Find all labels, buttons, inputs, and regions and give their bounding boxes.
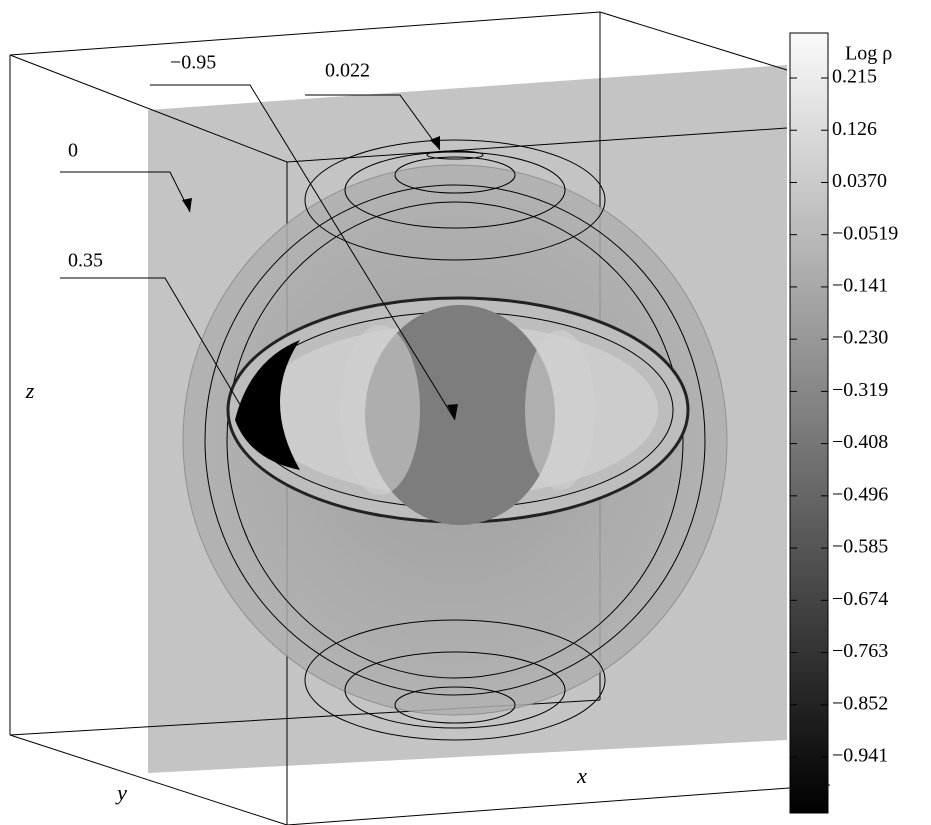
axis-label: z <box>25 378 35 403</box>
colorbar-label: −0.763 <box>832 640 888 662</box>
colorbar <box>790 33 828 813</box>
colorbar-label: 0.0370 <box>832 170 887 192</box>
colorbar-label: −0.852 <box>832 692 888 714</box>
figure: −0.95 0.022 0 0.35 z y x Log ρ 0.215 0.12… <box>0 0 931 825</box>
colorbar-label: −0.941 <box>832 745 888 767</box>
colorbar-label: −0.674 <box>832 588 888 610</box>
colorbar-label: −0.408 <box>832 431 888 453</box>
colorbar-label: 0.215 <box>832 66 877 88</box>
colorbar-label: −0.141 <box>832 275 888 297</box>
annotation: 0 <box>68 140 78 162</box>
colorbar-label: 0.126 <box>832 118 877 140</box>
axis-label: x <box>576 763 587 788</box>
axis-label: y <box>115 780 127 805</box>
annotation: 0.35 <box>68 250 103 272</box>
colorbar-title: Log ρ <box>845 43 892 65</box>
colorbar-label: −0.230 <box>832 327 888 349</box>
annotation: −0.95 <box>170 52 216 74</box>
colorbar-label: −0.319 <box>832 379 888 401</box>
annotation: 0.022 <box>325 60 370 82</box>
colorbar-label: −0.496 <box>832 483 888 505</box>
colorbar-label: −0.585 <box>832 536 888 558</box>
colorbar-label: −0.0519 <box>832 222 898 244</box>
